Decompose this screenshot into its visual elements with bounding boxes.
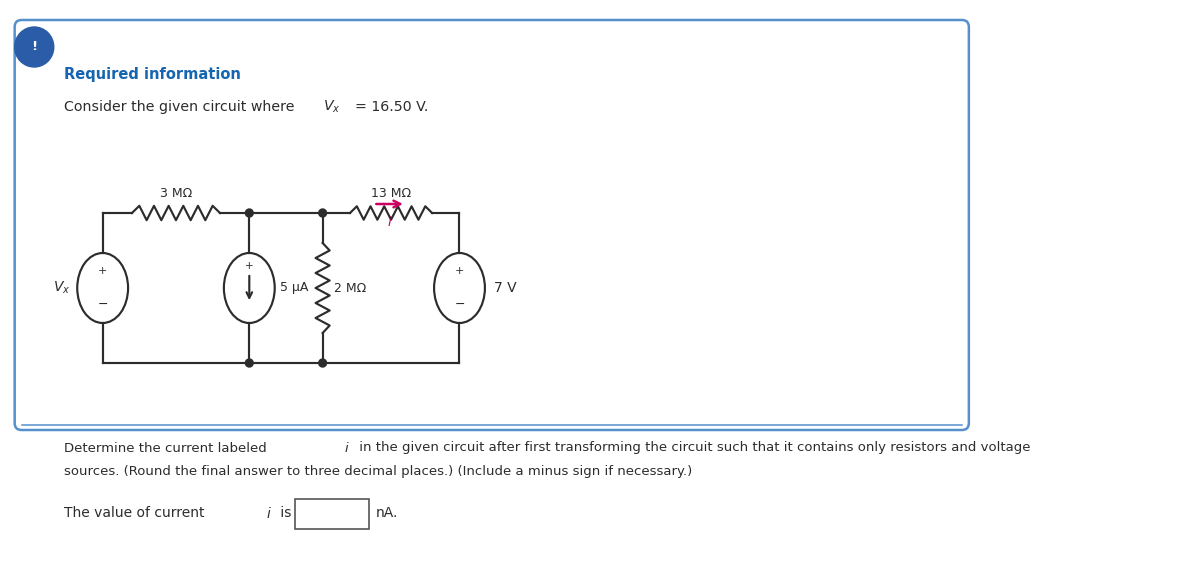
Text: 13 MΩ: 13 MΩ <box>371 187 412 200</box>
Text: The value of current: The value of current <box>64 506 209 520</box>
Text: in the given circuit after first transforming the circuit such that it contains : in the given circuit after first transfo… <box>355 442 1031 454</box>
Text: 3 MΩ: 3 MΩ <box>160 187 192 200</box>
Text: sources. (Round the final answer to three decimal places.) (Include a minus sign: sources. (Round the final answer to thre… <box>64 466 691 478</box>
Text: 2 MΩ: 2 MΩ <box>335 282 367 294</box>
Text: = 16.50 V.: = 16.50 V. <box>355 100 428 114</box>
Text: $i$: $i$ <box>266 505 271 520</box>
Text: $V_x$: $V_x$ <box>53 280 71 296</box>
Text: Determine the current labeled: Determine the current labeled <box>64 442 270 454</box>
Text: +: + <box>245 261 253 271</box>
Text: −: − <box>97 297 108 311</box>
Text: +: + <box>98 266 107 276</box>
Text: nA.: nA. <box>376 506 397 520</box>
Circle shape <box>245 359 253 367</box>
Circle shape <box>319 209 326 217</box>
Text: is: is <box>276 506 292 520</box>
Text: Required information: Required information <box>64 67 240 82</box>
Text: 7 V: 7 V <box>493 281 516 295</box>
Text: Consider the given circuit where: Consider the given circuit where <box>64 100 299 114</box>
FancyBboxPatch shape <box>295 499 368 529</box>
Text: −: − <box>455 297 464 311</box>
Text: $V_x$: $V_x$ <box>323 99 341 115</box>
Circle shape <box>14 27 54 67</box>
Text: 5 μA: 5 μA <box>280 282 308 294</box>
Circle shape <box>245 209 253 217</box>
Text: $i$: $i$ <box>344 441 349 455</box>
Text: !: ! <box>31 40 37 53</box>
FancyBboxPatch shape <box>14 20 968 430</box>
Circle shape <box>319 359 326 367</box>
Text: $i$: $i$ <box>386 215 392 229</box>
Text: +: + <box>455 266 464 276</box>
